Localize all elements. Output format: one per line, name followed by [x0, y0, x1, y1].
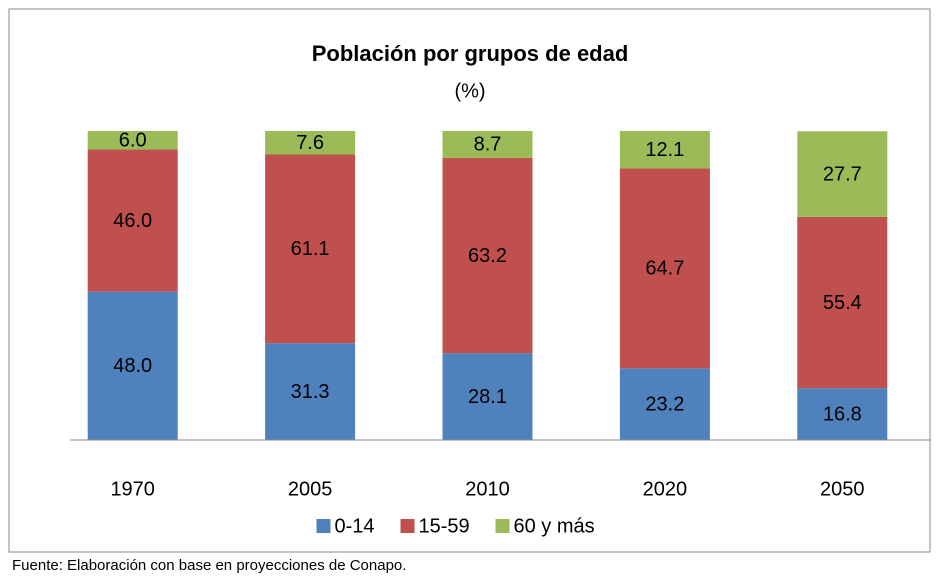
x-tick-label: 2010 [465, 478, 510, 500]
data-label: 48.0 [113, 355, 152, 377]
x-tick-label: 2005 [288, 478, 333, 500]
x-tick-label: 2050 [820, 478, 865, 500]
x-tick-label: 2020 [643, 478, 688, 500]
bar-segment [797, 131, 888, 217]
legend-label: 0-14 [335, 515, 375, 537]
data-label: 61.1 [291, 238, 330, 260]
bar-segment [87, 149, 178, 292]
bar-segment [87, 131, 178, 150]
data-label: 27.7 [823, 163, 862, 185]
bar-segment [619, 131, 710, 169]
bar-segment [619, 168, 710, 369]
data-label: 16.8 [823, 403, 862, 425]
x-tick-label: 1970 [110, 478, 155, 500]
bar-segment [619, 368, 710, 440]
legend-label: 15-59 [419, 515, 470, 537]
data-label: 46.0 [113, 210, 152, 232]
data-label: 7.6 [296, 132, 324, 154]
data-label: 31.3 [291, 381, 330, 403]
bar-segment [442, 131, 533, 158]
legend-label: 60 y más [514, 515, 595, 537]
bar-segment [87, 291, 178, 440]
data-label: 12.1 [645, 139, 684, 161]
bar-segment [265, 343, 356, 440]
bar-segment [265, 131, 356, 155]
data-label: 28.1 [468, 386, 507, 408]
legend-swatch [316, 519, 331, 533]
data-label: 6.0 [119, 130, 147, 152]
data-label: 23.2 [645, 393, 684, 415]
chart-title: Población por grupos de edad [312, 41, 629, 66]
bar-segment [265, 154, 356, 344]
bar-segment [442, 157, 533, 354]
legend-swatch [400, 519, 415, 533]
chart-subtitle: (%) [454, 80, 485, 102]
bar-segment [797, 388, 888, 440]
data-label: 63.2 [468, 245, 507, 267]
source-note: Fuente: Elaboración con base en proyecci… [12, 557, 406, 574]
data-label: 55.4 [823, 292, 862, 314]
legend-swatch [495, 519, 510, 533]
data-label: 8.7 [474, 134, 502, 156]
data-label: 64.7 [645, 258, 684, 280]
bar-segment [442, 353, 533, 440]
bar-segment [797, 216, 888, 389]
